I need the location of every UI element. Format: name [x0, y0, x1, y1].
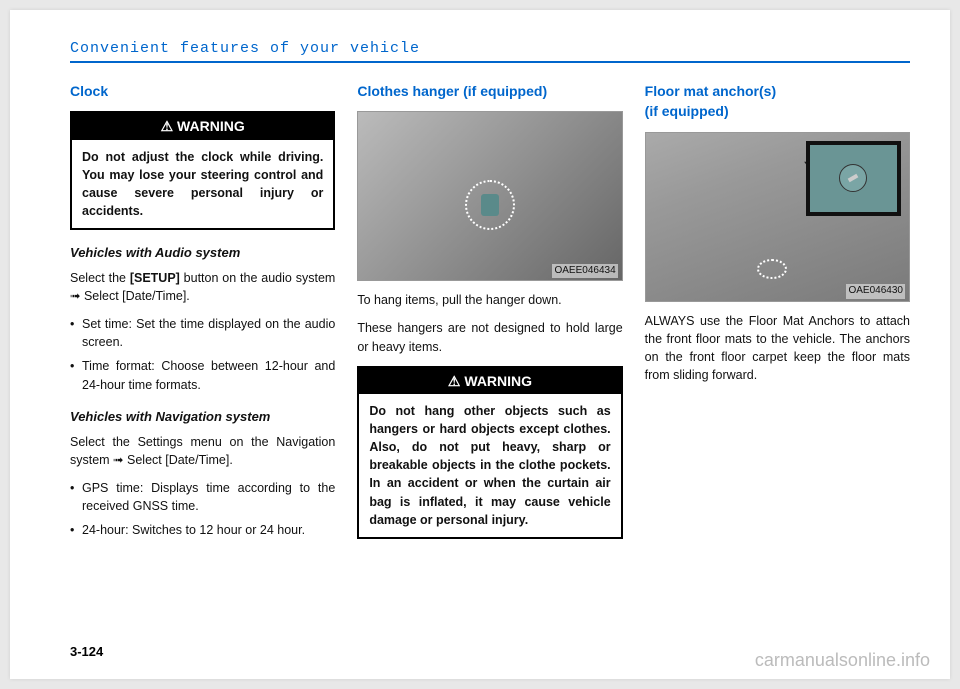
audio-para: Select the [SETUP] button on the audio s… [70, 269, 335, 305]
title-line1: Floor mat anchor(s) [645, 83, 776, 99]
column-hanger: Clothes hanger (if equipped) OAEE046434 … [357, 81, 622, 553]
setup-button-label: [SETUP] [130, 271, 180, 285]
warning-body: Do not hang other objects such as hanger… [359, 394, 620, 537]
warning-head: ⚠ WARNING [72, 113, 333, 139]
anchor-screw-icon [839, 164, 867, 192]
content-columns: Clock ⚠ WARNING Do not adjust the clock … [70, 81, 910, 553]
figure-hanger: OAEE046434 [357, 111, 622, 281]
nav-para: Select the Settings menu on the Navigati… [70, 433, 335, 469]
warning-label: WARNING [464, 373, 532, 389]
figure-label: OAEE046434 [552, 264, 617, 279]
manual-page: Convenient features of your vehicle Cloc… [10, 10, 950, 679]
warning-box-clock: ⚠ WARNING Do not adjust the clock while … [70, 111, 335, 230]
header-title: Convenient features of your vehicle [70, 40, 910, 57]
audio-bullets: Set time: Set the time displayed on the … [70, 315, 335, 394]
hanger-para-2: These hangers are not designed to hold l… [357, 319, 622, 355]
floor-mat-para: ALWAYS use the Floor Mat Anchors to atta… [645, 312, 910, 385]
section-title-hanger: Clothes hanger (if equipped) [357, 81, 622, 101]
section-title-clock: Clock [70, 81, 335, 101]
watermark: carmanualsonline.info [755, 650, 930, 671]
warning-icon: ⚠ [161, 118, 174, 134]
list-item: 24-hour: Switches to 12 hour or 24 hour. [70, 521, 335, 539]
callout-circle [757, 259, 787, 279]
warning-body: Do not adjust the clock while driving. Y… [72, 140, 333, 229]
warning-icon: ⚠ [448, 373, 461, 389]
list-item: Time format: Choose between 12-hour and … [70, 357, 335, 393]
page-number: 3-124 [70, 644, 103, 659]
column-clock: Clock ⚠ WARNING Do not adjust the clock … [70, 81, 335, 553]
nav-bullets: GPS time: Displays time according to the… [70, 479, 335, 539]
subsection-nav-title: Vehicles with Navigation system [70, 408, 335, 427]
hanger-para-1: To hang items, pull the hanger down. [357, 291, 622, 309]
figure-floor-mat: OAE046430 [645, 132, 910, 302]
section-title-floor-mat: Floor mat anchor(s) (if equipped) [645, 81, 910, 122]
figure-label: OAE046430 [846, 284, 905, 299]
subsection-audio-title: Vehicles with Audio system [70, 244, 335, 263]
page-header: Convenient features of your vehicle [70, 40, 910, 63]
warning-label: WARNING [177, 118, 245, 134]
warning-head: ⚠ WARNING [359, 368, 620, 394]
list-item: Set time: Set the time displayed on the … [70, 315, 335, 351]
column-floor-mat: Floor mat anchor(s) (if equipped) OAE046… [645, 81, 910, 553]
anchor-inset [806, 141, 901, 216]
title-line2: (if equipped) [645, 103, 729, 119]
warning-box-hanger: ⚠ WARNING Do not hang other objects such… [357, 366, 622, 539]
hanger-hook-icon [481, 194, 499, 216]
list-item: GPS time: Displays time according to the… [70, 479, 335, 515]
